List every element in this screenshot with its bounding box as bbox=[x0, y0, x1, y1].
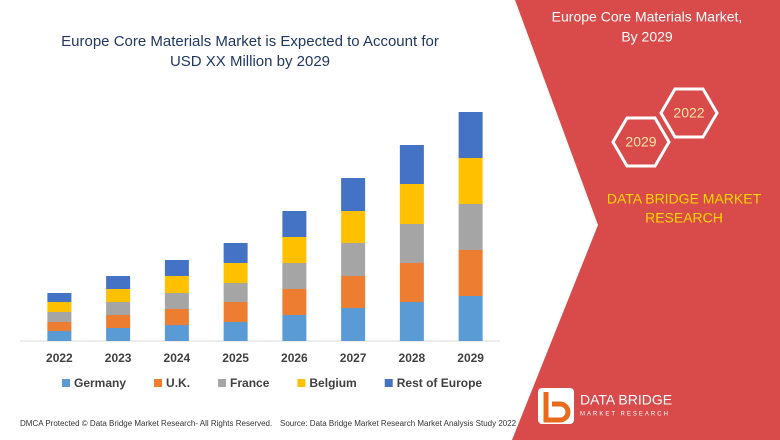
hexagon bbox=[611, 116, 671, 168]
bar-segment bbox=[47, 293, 72, 302]
chart-title: Europe Core Materials Market is Expected… bbox=[61, 33, 439, 50]
bar-segment bbox=[399, 224, 424, 263]
brand: DATA BRIDGE MARKET bbox=[607, 191, 762, 207]
legend-swatch bbox=[218, 379, 227, 387]
bar-segment bbox=[282, 211, 307, 237]
x-tick-label: 2022 bbox=[46, 351, 73, 365]
x-tick-label: 2029 bbox=[457, 351, 484, 365]
legend-swatch bbox=[62, 379, 70, 387]
bar-segment bbox=[223, 263, 248, 283]
logo-tagline: MARKET RESEARCH bbox=[580, 412, 670, 418]
bar-segment bbox=[341, 308, 366, 341]
legend-swatch bbox=[384, 379, 393, 387]
bar-segment bbox=[341, 178, 366, 211]
logo-icon bbox=[543, 392, 571, 423]
bar-segment bbox=[341, 276, 366, 308]
footer-source: Source: Data Bridge Market Research Mark… bbox=[280, 419, 517, 428]
x-tick-label: 2026 bbox=[281, 351, 308, 365]
bar-segment bbox=[399, 145, 424, 184]
hexagon-label: 2029 bbox=[625, 134, 656, 150]
legend-label: U.K. bbox=[166, 376, 190, 390]
legend-label: Belgium bbox=[309, 376, 356, 390]
bar-segment bbox=[399, 302, 424, 341]
bar-segment bbox=[47, 331, 72, 341]
legend-label: Rest of Europe bbox=[397, 376, 483, 390]
bar-segment bbox=[106, 302, 131, 315]
x-tick-label: 2025 bbox=[222, 351, 249, 365]
bar-segment bbox=[282, 237, 307, 263]
bar-segment bbox=[399, 184, 424, 224]
bar-segment bbox=[458, 296, 483, 341]
side-panel bbox=[512, 0, 780, 440]
bar-segment bbox=[223, 302, 248, 322]
bar-segment bbox=[223, 283, 248, 302]
bar-segment bbox=[458, 250, 483, 296]
bar-segment bbox=[47, 312, 72, 322]
bar-segment bbox=[164, 276, 189, 293]
bar-segment bbox=[164, 293, 189, 309]
side-title: Europe Core Materials Market, bbox=[552, 9, 743, 25]
bar-segment bbox=[164, 309, 189, 325]
legend-label: Germany bbox=[74, 376, 126, 390]
bar-segment bbox=[399, 263, 424, 302]
legend-label: France bbox=[230, 376, 270, 390]
chart-title: USD XX Million by 2029 bbox=[170, 53, 330, 70]
bar-segment bbox=[223, 243, 248, 263]
bar-segment bbox=[47, 302, 72, 312]
bar-segment bbox=[164, 325, 189, 341]
legend-swatch bbox=[154, 379, 163, 387]
bar-segment bbox=[458, 158, 483, 204]
bar-segment bbox=[458, 204, 483, 250]
hexagon bbox=[659, 87, 719, 139]
bar-segment bbox=[282, 315, 307, 341]
side-title: By 2029 bbox=[621, 29, 673, 45]
bar-segment bbox=[458, 112, 483, 158]
bar-segment bbox=[106, 276, 131, 289]
bar-segment bbox=[164, 260, 189, 276]
logo-name: DATA BRIDGE bbox=[580, 392, 672, 408]
bar-segment bbox=[47, 322, 72, 331]
x-tick-label: 2023 bbox=[105, 351, 132, 365]
footer-dmca: DMCA Protected © Data Bridge Market Rese… bbox=[20, 419, 272, 428]
brand: RESEARCH bbox=[645, 210, 723, 226]
bar-segment bbox=[223, 322, 248, 341]
bar-segment bbox=[282, 263, 307, 289]
bar-segment bbox=[341, 211, 366, 243]
bar-segment bbox=[341, 243, 366, 276]
x-tick-label: 2024 bbox=[164, 351, 191, 365]
bar-segment bbox=[282, 289, 307, 315]
bar-segment bbox=[106, 289, 131, 302]
legend-swatch bbox=[297, 379, 306, 387]
bar-segment bbox=[106, 315, 131, 328]
bar-segment bbox=[106, 328, 131, 341]
x-tick-label: 2027 bbox=[340, 351, 367, 365]
hexagon-label: 2022 bbox=[673, 105, 704, 121]
x-tick-label: 2028 bbox=[399, 351, 426, 365]
